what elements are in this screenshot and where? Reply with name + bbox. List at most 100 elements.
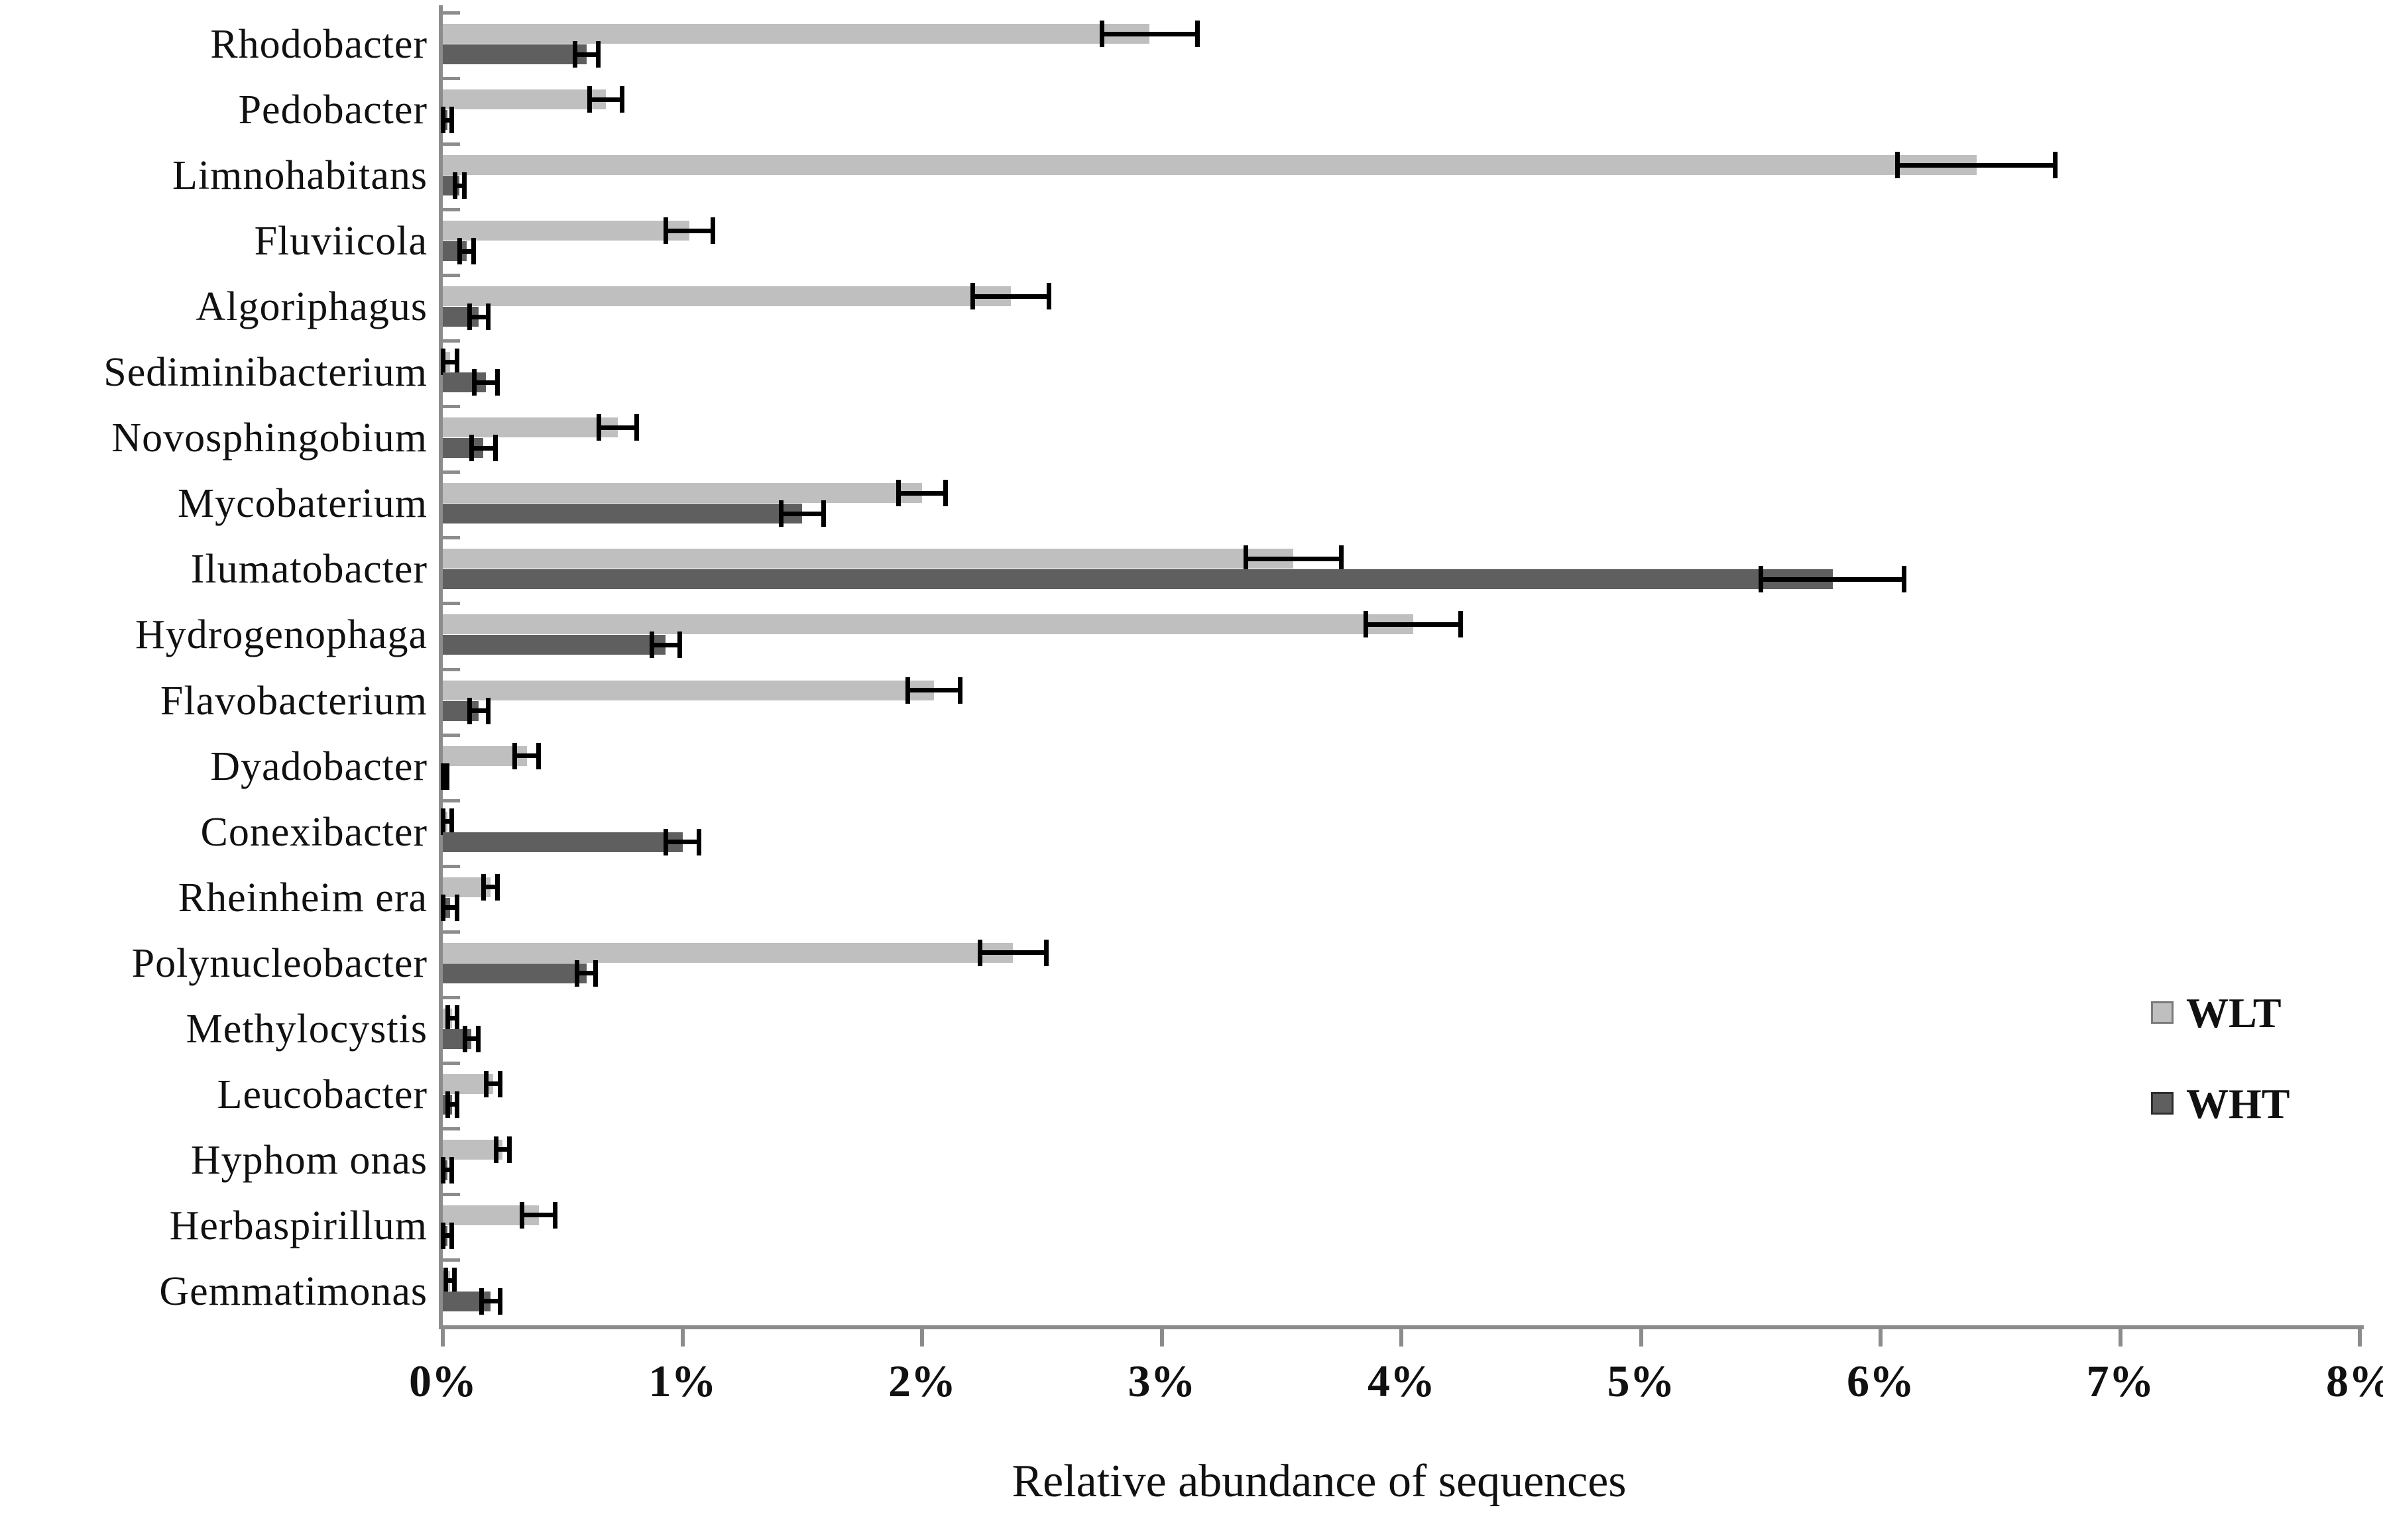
- category-label: Sediminibacterium: [103, 350, 428, 396]
- y-axis-tick: [440, 1127, 460, 1130]
- error-bar-line: [443, 905, 457, 910]
- error-bar-cap: [943, 480, 949, 507]
- y-axis-tick: [440, 339, 460, 343]
- error-bar-cap: [484, 1070, 489, 1097]
- bar-wlt: [443, 483, 922, 504]
- error-bar-cap: [462, 1025, 467, 1052]
- error-bar-line: [666, 228, 714, 233]
- error-bar-cap: [520, 1201, 525, 1229]
- bar-wht: [443, 569, 1833, 590]
- error-bar-cap: [664, 828, 669, 855]
- error-bar-cap: [1363, 611, 1368, 638]
- error-bar-line: [666, 840, 699, 845]
- category-label: Gemmatimonas: [159, 1268, 428, 1314]
- error-bar-line: [447, 1102, 457, 1107]
- error-bar-cap: [536, 742, 541, 769]
- bar-wht: [443, 504, 803, 524]
- error-bar-cap: [443, 1267, 448, 1294]
- x-axis-tick: [2118, 1329, 2122, 1347]
- error-bar-line: [907, 688, 960, 692]
- error-bar-cap: [449, 1222, 455, 1249]
- error-bar-cap: [664, 217, 669, 245]
- bar-wht: [443, 963, 587, 983]
- error-bar-cap: [493, 1136, 498, 1163]
- error-bar-cap: [1458, 611, 1464, 638]
- error-bar-line: [1897, 162, 2056, 168]
- error-bar-cap: [441, 808, 445, 835]
- category-label: Methylocystis: [186, 1006, 428, 1052]
- error-bar-cap: [467, 303, 472, 331]
- y-axis-tick: [440, 77, 460, 81]
- y-axis-tick: [440, 1258, 460, 1262]
- bar-wlt: [443, 155, 1977, 176]
- error-bar-cap: [497, 1288, 502, 1315]
- legend-swatch-wht: [2151, 1092, 2174, 1115]
- y-axis-tick: [440, 1061, 460, 1065]
- error-bar-cap: [441, 1156, 445, 1183]
- error-bar-line: [514, 753, 539, 759]
- y-axis-tick: [440, 142, 460, 146]
- x-tick-label: 4%: [1367, 1356, 1435, 1406]
- error-bar-line: [780, 511, 824, 516]
- error-bar-cap: [896, 480, 901, 507]
- error-bar-cap: [575, 960, 580, 987]
- error-bar-cap: [461, 172, 467, 199]
- error-bar-cap: [445, 1005, 451, 1032]
- error-bar-line: [1102, 31, 1198, 36]
- error-bar-cap: [469, 435, 475, 462]
- error-bar-cap: [1759, 566, 1764, 593]
- category-label: Algoriphagus: [196, 284, 428, 330]
- error-bar-cap: [454, 1005, 459, 1032]
- bar-wlt: [443, 221, 690, 241]
- bar-wlt: [443, 745, 527, 766]
- x-axis-tick: [2358, 1329, 2362, 1347]
- x-axis-line: [439, 1325, 2364, 1329]
- error-bar-line: [979, 950, 1047, 956]
- error-bar-cap: [696, 828, 701, 855]
- x-tick-label: 2%: [888, 1356, 956, 1406]
- x-axis-title: Relative abundance of sequences: [1012, 1456, 1627, 1507]
- error-bar-cap: [593, 960, 599, 987]
- error-bar-line: [481, 1299, 500, 1304]
- error-bar-cap: [471, 369, 477, 396]
- error-bar-line: [651, 642, 680, 647]
- error-bar-cap: [1902, 566, 1907, 593]
- error-bar-cap: [821, 500, 826, 527]
- error-bar-cap: [449, 107, 455, 134]
- error-bar-line: [495, 1147, 510, 1152]
- error-bar-line: [483, 885, 498, 890]
- category-label: Mycobaterium: [177, 481, 428, 527]
- error-bar-cap: [905, 677, 911, 704]
- error-bar-cap: [476, 1025, 481, 1052]
- legend-label-wht: WHT: [2186, 1080, 2290, 1127]
- error-bar-line: [459, 248, 474, 254]
- error-bar-line: [464, 1036, 479, 1042]
- bar-wlt: [443, 1139, 503, 1160]
- y-axis-tick: [440, 733, 460, 737]
- error-bar-line: [443, 1168, 453, 1173]
- category-label: Fluviicola: [254, 219, 428, 264]
- error-bar-cap: [454, 1091, 459, 1118]
- error-bar-line: [589, 97, 623, 102]
- error-bar-cap: [495, 873, 500, 901]
- error-bar-cap: [441, 894, 445, 921]
- legend-swatch-wlt: [2151, 1001, 2174, 1024]
- error-bar-cap: [552, 1201, 557, 1229]
- error-bar-cap: [977, 939, 982, 966]
- y-axis-line: [439, 5, 443, 1329]
- error-bar-line: [1365, 622, 1462, 627]
- error-bar-line: [443, 819, 453, 824]
- error-bar-cap: [1338, 545, 1344, 573]
- category-label: Pedobacter: [238, 87, 428, 133]
- category-label: Flavobacterium: [160, 678, 428, 724]
- error-bar-cap: [485, 303, 491, 331]
- bar-wlt: [443, 417, 618, 438]
- error-bar-line: [455, 183, 465, 188]
- y-axis-tick: [440, 1192, 460, 1196]
- error-bar-cap: [2052, 152, 2058, 179]
- error-bar-cap: [441, 763, 445, 790]
- category-label: Leucobacter: [217, 1072, 428, 1117]
- x-axis-tick: [1399, 1329, 1403, 1347]
- error-bar-line: [574, 52, 599, 57]
